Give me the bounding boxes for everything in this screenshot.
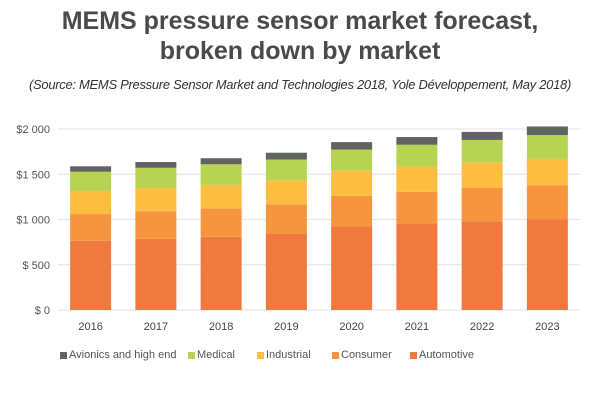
x-tick-label: 2023 [535, 321, 559, 333]
bar-segment-avionics-and-high-end [331, 142, 373, 150]
legend-swatch [257, 351, 264, 359]
bar-segment-consumer [526, 185, 568, 220]
bar-segment-industrial [461, 162, 503, 189]
legend-label: Automotive [419, 349, 475, 361]
bar-segment-industrial [70, 190, 112, 215]
bar-segment-automotive [396, 223, 438, 310]
bar-segment-automotive [70, 240, 112, 310]
bar-segment-automotive [526, 219, 568, 310]
legend-swatch [332, 351, 339, 359]
legend-label: Medical [197, 349, 235, 361]
legend-item: Avionics and high end [60, 349, 176, 361]
y-tick-label: $1 000 [16, 215, 50, 227]
bar-segment-medical [331, 149, 373, 171]
bar-segment-consumer [396, 191, 438, 224]
chart-title-line-2: broken down by market [159, 37, 441, 65]
bar-segment-automotive [265, 233, 307, 310]
legend-item: Consumer [332, 349, 392, 361]
x-tick-label: 2022 [470, 321, 494, 333]
bar-segment-consumer [135, 211, 177, 239]
bar-segment-avionics-and-high-end [461, 131, 503, 140]
bar-segment-medical [135, 167, 177, 189]
bar-segment-industrial [265, 180, 307, 205]
bar-segment-medical [526, 135, 568, 159]
bar-segment-automotive [461, 221, 503, 310]
bar-segment-medical [200, 164, 242, 185]
bar-segment-avionics-and-high-end [200, 158, 242, 165]
bar-segment-avionics-and-high-end [265, 152, 307, 160]
bar-segment-avionics-and-high-end [526, 126, 568, 136]
bar-segment-avionics-and-high-end [70, 166, 112, 172]
y-tick-label: $ 500 [22, 260, 50, 272]
legend-item: Industrial [257, 349, 311, 361]
bar-segment-industrial [331, 170, 373, 196]
bar-segment-automotive [331, 226, 373, 310]
bar-segment-medical [461, 139, 503, 163]
legend-label: Industrial [266, 349, 311, 361]
bar-segment-automotive [135, 238, 177, 310]
bar-segment-avionics-and-high-end [135, 162, 177, 168]
bar-segment-consumer [70, 214, 112, 241]
bar-segment-medical [396, 144, 438, 167]
legend-label: Consumer [341, 349, 392, 361]
bar-segment-consumer [200, 208, 242, 237]
x-tick-label: 2017 [144, 321, 168, 333]
bar-segment-medical [70, 171, 112, 191]
bar-segment-automotive [200, 236, 242, 310]
bar-segment-avionics-and-high-end [396, 137, 438, 145]
legend-item: Automotive [410, 349, 474, 361]
bar-segment-medical [265, 159, 307, 181]
chart-title-line-1: MEMS pressure sensor market forecast, [61, 7, 539, 35]
bar-segment-industrial [526, 158, 568, 186]
bar-segment-industrial [135, 188, 177, 212]
legend-label: Avionics and high end [69, 349, 177, 361]
bar-segment-consumer [331, 195, 373, 227]
x-tick-label: 2016 [78, 321, 102, 333]
legend-swatch [188, 351, 195, 359]
y-tick-label: $2 000 [16, 124, 50, 136]
legend-swatch [410, 351, 417, 359]
bar-segment-consumer [461, 188, 503, 222]
x-tick-label: 2020 [339, 321, 363, 333]
legend-item: Medical [188, 349, 235, 361]
x-tick-label: 2021 [405, 321, 429, 333]
chart-subtitle: (Source: MEMS Pressure Sensor Market and… [28, 77, 571, 92]
y-tick-label: $ 0 [35, 305, 50, 317]
legend-swatch [60, 351, 67, 359]
x-tick-label: 2018 [209, 321, 233, 333]
bar-segment-consumer [265, 204, 307, 234]
bar-segment-industrial [396, 166, 438, 192]
bar-segment-industrial [200, 184, 242, 209]
y-tick-label: $1 500 [16, 169, 50, 181]
x-tick-label: 2019 [274, 321, 298, 333]
